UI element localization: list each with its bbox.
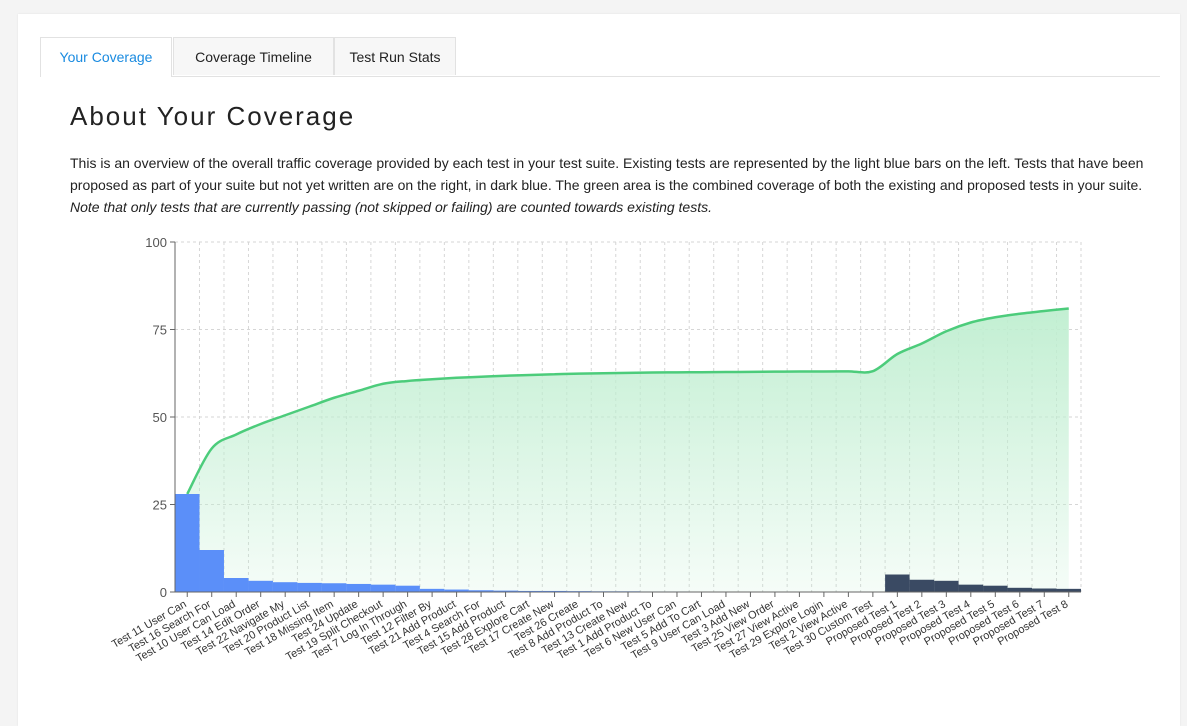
y-tick-label: 25 [153, 498, 167, 513]
y-tick-label: 100 [145, 235, 167, 250]
existing-bar [199, 550, 223, 592]
y-tick-label: 75 [153, 323, 167, 338]
existing-bar [395, 586, 419, 592]
existing-bar [248, 581, 272, 592]
existing-bar [273, 582, 297, 592]
existing-bar [297, 583, 321, 592]
existing-bar [346, 584, 370, 592]
proposed-bar [983, 586, 1007, 592]
y-axis-ticks: 0 25 50 75 100 [145, 235, 175, 600]
proposed-bar [934, 581, 958, 592]
existing-bar [371, 585, 395, 592]
proposed-bar [910, 580, 934, 592]
existing-bar [224, 578, 248, 592]
y-tick-label: 0 [160, 585, 167, 600]
coverage-area-fill [187, 309, 1069, 593]
y-tick-label: 50 [153, 410, 167, 425]
existing-bar [322, 583, 346, 592]
proposed-bar [1032, 589, 1056, 593]
proposed-bar [885, 575, 909, 593]
existing-bar [175, 494, 199, 592]
proposed-bar [1008, 588, 1032, 592]
proposed-bar [959, 585, 983, 592]
coverage-area [187, 309, 1069, 593]
